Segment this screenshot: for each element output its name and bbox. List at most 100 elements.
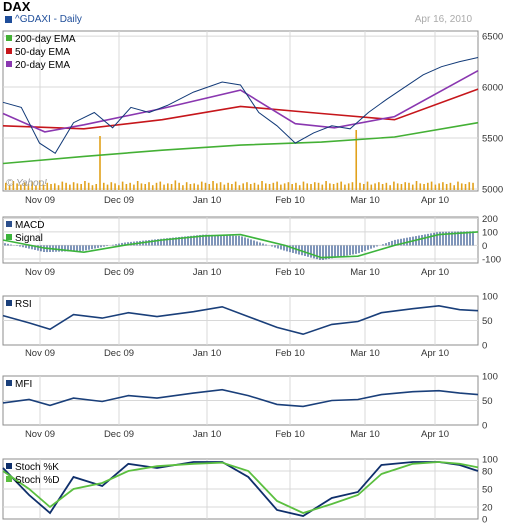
- volume-bar: [423, 184, 425, 190]
- volume-bar: [121, 181, 124, 190]
- x-tick-label: Apr 10: [421, 429, 449, 440]
- volume-bar: [16, 183, 18, 190]
- y-tick-label: 50: [482, 316, 493, 327]
- volume-bar: [208, 184, 211, 190]
- volume-bar: [321, 184, 324, 190]
- legend-swatch: [6, 380, 12, 386]
- y-tick-label: 100: [482, 455, 498, 466]
- x-tick-label: Dec 09: [104, 348, 134, 359]
- volume-bar: [69, 184, 71, 190]
- volume-bar: [46, 182, 49, 190]
- y-tick-label: 50: [482, 485, 493, 496]
- volume-bar: [472, 182, 474, 190]
- volume-bar: [144, 184, 147, 190]
- x-tick-label: Dec 09: [104, 429, 134, 440]
- volume-bar: [110, 182, 113, 190]
- volume-bar: [264, 183, 267, 190]
- volume-bar: [257, 184, 260, 190]
- volume-bar: [411, 184, 414, 190]
- ticker-square-icon: [5, 15, 12, 23]
- volume-bar: [280, 184, 282, 190]
- volume-bar: [359, 182, 361, 190]
- volume-bar: [182, 185, 184, 190]
- y-tick-label: 80: [482, 467, 493, 478]
- volume-bar: [234, 181, 237, 190]
- legend-swatch: [6, 61, 12, 67]
- yahoo-watermark: © Yahoo!: [6, 178, 47, 189]
- ticker-subtitle[interactable]: ^GDAXI - Daily: [5, 14, 82, 25]
- volume-bar: [42, 184, 45, 190]
- volume-bar: [460, 183, 463, 190]
- y-tick-label: 100: [482, 227, 498, 238]
- x-tick-label: Nov 09: [25, 429, 55, 440]
- x-tick-label: Apr 10: [421, 195, 449, 206]
- x-tick-label: Jan 10: [193, 267, 222, 278]
- volume-bar: [99, 136, 101, 190]
- volume-bar: [155, 182, 158, 190]
- volume-bar: [242, 183, 244, 190]
- series-line-50-day-ema: [2, 88, 479, 130]
- legend-swatch: [6, 463, 12, 469]
- volume-bar: [197, 184, 199, 190]
- volume-bar: [12, 181, 15, 190]
- volume-bar: [167, 183, 169, 190]
- legend-label: Stoch %K: [15, 462, 59, 473]
- volume-bar: [374, 183, 376, 190]
- volume-bar: [219, 182, 222, 190]
- chart-title: DAX: [3, 0, 31, 14]
- volume-bar: [35, 185, 37, 190]
- volume-bar: [291, 184, 293, 190]
- y-tick-label: 0: [482, 241, 487, 252]
- volume-bar: [295, 182, 297, 190]
- series-line-rsi: [2, 304, 479, 336]
- volume-bar: [381, 184, 384, 190]
- volume-bar: [355, 130, 358, 190]
- legend-label: Signal: [15, 233, 43, 244]
- volume-bar: [31, 181, 33, 190]
- legend-label: 20-day EMA: [15, 60, 70, 71]
- volume-bar: [76, 183, 79, 190]
- y-tick-label: 20: [482, 503, 493, 514]
- volume-bar: [223, 184, 226, 190]
- chart-date: Apr 16, 2010: [414, 14, 472, 25]
- volume-bar: [57, 185, 60, 190]
- volume-bar: [385, 182, 388, 190]
- volume-bar: [272, 182, 275, 190]
- volume-bar: [140, 183, 143, 190]
- volume-bar: [193, 183, 195, 190]
- volume-bar: [216, 183, 218, 190]
- panel-frame-price: [2, 30, 479, 192]
- legend-swatch: [6, 476, 12, 482]
- x-tick-label: Apr 10: [421, 348, 449, 359]
- x-tick-label: Apr 10: [421, 267, 449, 278]
- series-line-mfi: [2, 388, 479, 408]
- volume-bar: [453, 185, 455, 190]
- volume-bar: [438, 183, 440, 190]
- panel-frame-macd: [2, 216, 479, 264]
- volume-bar: [344, 184, 346, 190]
- volume-bar: [27, 184, 30, 190]
- volume-bar: [212, 181, 214, 190]
- y-tick-label: 200: [482, 214, 498, 225]
- volume-bar: [65, 182, 67, 190]
- volume-bar: [325, 181, 327, 190]
- x-tick-label: Feb 10: [275, 429, 305, 440]
- legend-swatch: [6, 234, 12, 240]
- volume-bar: [114, 183, 116, 190]
- volume-bar: [80, 184, 82, 190]
- legend-label: MACD: [15, 220, 44, 231]
- volume-bar: [457, 181, 459, 190]
- legend-label: 200-day EMA: [15, 34, 76, 45]
- volume-bar: [185, 182, 188, 190]
- volume-bar: [430, 181, 433, 190]
- volume-bar: [389, 185, 391, 190]
- y-tick-label: 0: [482, 341, 487, 352]
- volume-bar: [50, 184, 52, 190]
- volume-bar: [84, 181, 86, 190]
- volume-bar: [404, 182, 407, 190]
- y-tick-label: 50: [482, 396, 493, 407]
- volume-bar: [340, 181, 342, 190]
- x-tick-label: Nov 09: [25, 348, 55, 359]
